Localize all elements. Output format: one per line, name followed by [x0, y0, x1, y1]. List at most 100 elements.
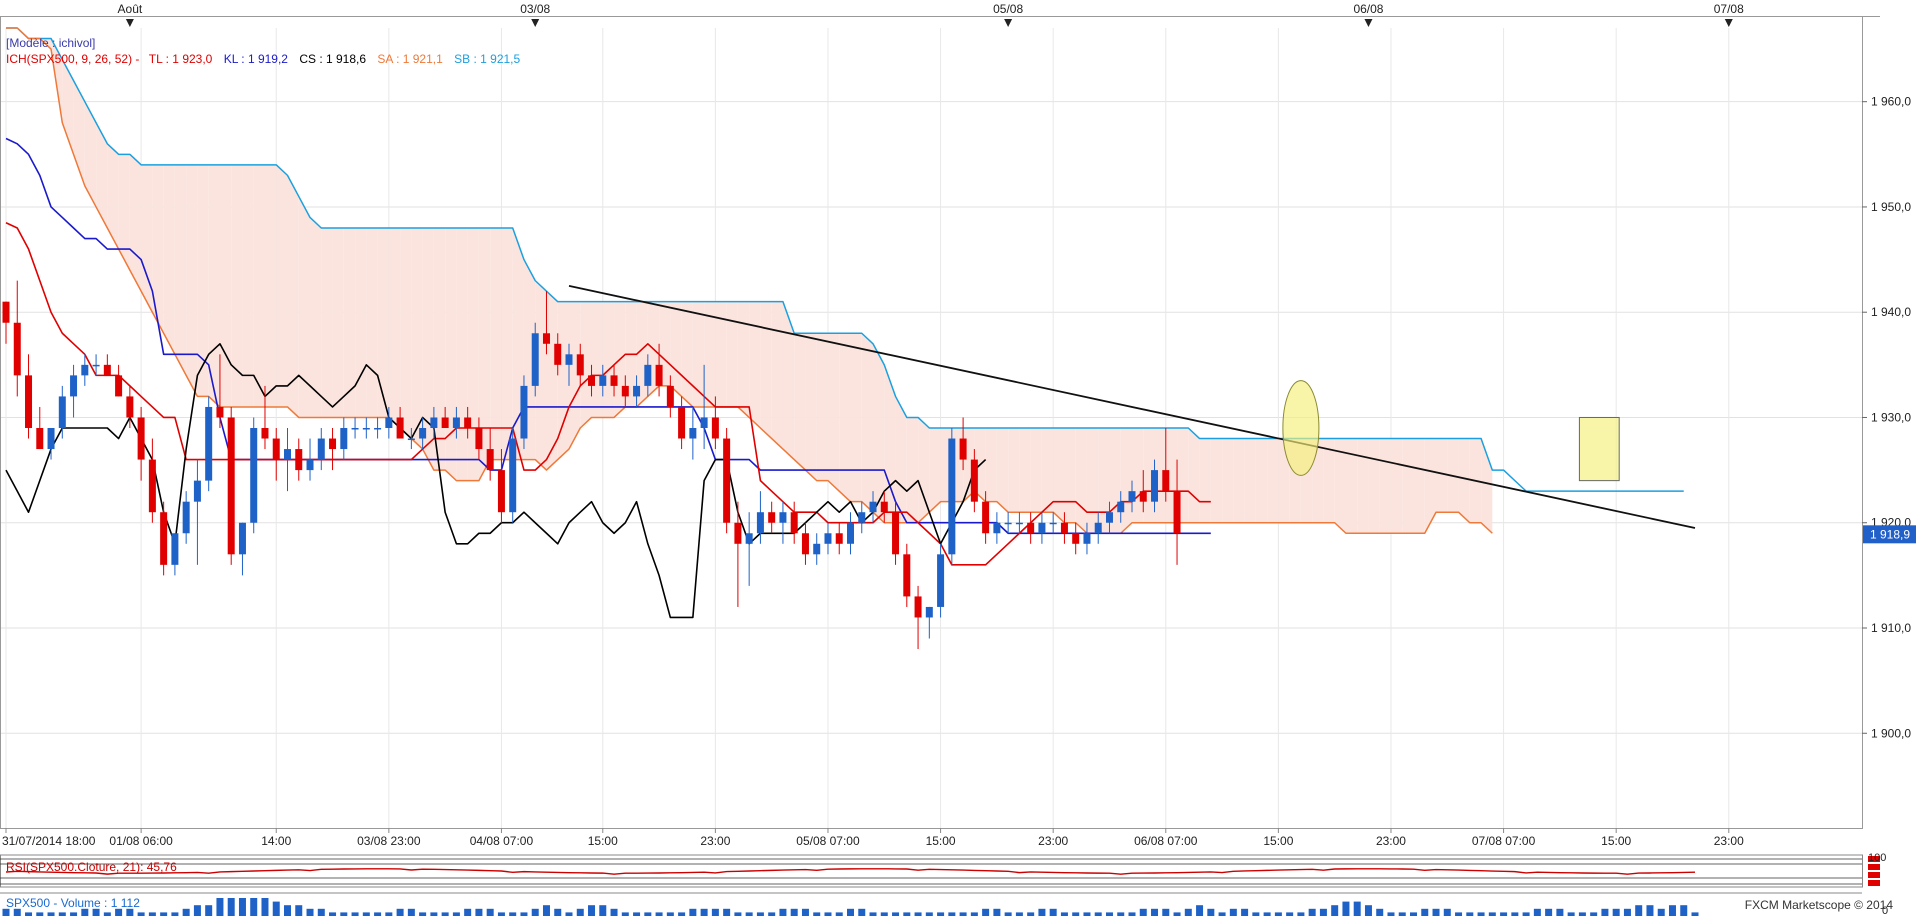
- cloud-segment: [749, 301, 761, 428]
- cloud-segment: [1436, 438, 1448, 513]
- cloud-segment: [377, 228, 389, 418]
- cloud-segment: [1222, 438, 1234, 523]
- top-axis-label: 07/08: [1714, 2, 1744, 16]
- volume-bar: [419, 912, 427, 916]
- volume-bar: [1635, 905, 1643, 916]
- volume-bar: [610, 908, 618, 916]
- cloud-segment: [996, 428, 1009, 513]
- volume-bar: [340, 912, 348, 916]
- candle-body: [903, 554, 911, 597]
- cloud-segment: [1345, 438, 1358, 534]
- cloud-segment: [433, 228, 446, 471]
- volume-bar: [160, 912, 168, 916]
- candle-body: [227, 417, 235, 555]
- volume-bar: [115, 908, 123, 916]
- volume-bar: [306, 908, 314, 916]
- candle-body: [272, 438, 280, 460]
- candle-body: [1060, 522, 1068, 534]
- candle-body: [1083, 533, 1091, 544]
- cloud-segment: [1075, 428, 1087, 534]
- volume-bar: [1072, 912, 1080, 916]
- candle-body: [509, 438, 517, 513]
- cloud-segment: [1402, 438, 1414, 534]
- volume-bar: [1207, 908, 1215, 916]
- cloud-segment: [918, 417, 930, 523]
- volume-bar: [948, 912, 956, 916]
- candle-body: [588, 375, 596, 386]
- volume-bar: [1274, 912, 1282, 916]
- candle-body: [261, 428, 269, 439]
- volume-bar: [497, 912, 505, 916]
- candle-body: [1117, 501, 1125, 513]
- model-label: [Modèle : ichivol]: [6, 36, 96, 50]
- x-tick-label: 15:00: [1263, 834, 1293, 848]
- volume-bar: [993, 908, 1001, 916]
- volume-bar: [700, 908, 708, 916]
- volume-bar: [452, 912, 460, 916]
- candle-body: [92, 364, 100, 367]
- volume-bar: [1319, 908, 1327, 916]
- cloud-segment: [1312, 438, 1324, 523]
- volume-bar: [835, 912, 843, 916]
- volume-bar: [1218, 912, 1226, 916]
- x-tick-label: 06/08 07:00: [1134, 834, 1198, 848]
- candle-body: [1128, 491, 1136, 502]
- cloud-segment: [253, 164, 265, 407]
- x-tick-label: 15:00: [588, 834, 618, 848]
- cloud-segment: [1120, 428, 1132, 534]
- candle-body: [835, 533, 843, 544]
- volume-bar: [1466, 912, 1474, 916]
- cloud-segment: [569, 301, 581, 450]
- candle-body: [250, 428, 258, 523]
- volume-bar: [1196, 905, 1204, 916]
- volume-bar: [779, 908, 787, 916]
- indicator-name: ICH(SPX500, 9, 26, 52) -: [6, 52, 140, 66]
- cloud-segment: [805, 333, 817, 481]
- candle-body: [351, 428, 359, 430]
- volume-bar: [801, 908, 809, 916]
- cloud-segment: [670, 301, 682, 397]
- volume-bar: [362, 912, 370, 916]
- volume-bar: [655, 912, 663, 916]
- cloud-segment: [681, 301, 693, 407]
- volume-bar: [678, 912, 686, 916]
- volume-bar: [1049, 908, 1057, 916]
- volume-bar: [824, 912, 832, 916]
- rsi-top-tick: 100: [1868, 852, 1886, 864]
- cloud-segment: [1379, 438, 1391, 534]
- cloud-segment: [873, 343, 885, 523]
- volume-bar: [588, 905, 596, 916]
- last-price-label: 1 918,9: [1870, 527, 1910, 541]
- candle-body: [441, 417, 449, 428]
- volume-bar: [565, 912, 573, 916]
- volume-bar: [982, 908, 990, 916]
- candle-body: [148, 459, 156, 513]
- volume-bar: [1162, 908, 1170, 916]
- cloud-segment: [355, 228, 367, 418]
- rsi-tick-marker: [1868, 880, 1880, 886]
- cloud-segment: [1053, 428, 1065, 523]
- legend-tl: TL : 1 923,0: [148, 52, 213, 66]
- volume-bar: [193, 905, 201, 916]
- candle-body: [115, 375, 123, 397]
- cloud-segment: [501, 228, 513, 460]
- cloud-segment: [1019, 428, 1031, 513]
- candle-body: [779, 512, 787, 523]
- candle-body: [801, 533, 809, 555]
- volume-bar: [1477, 912, 1485, 916]
- candle-body: [745, 533, 753, 544]
- volume-bar: [847, 908, 854, 916]
- volume-bar: [1398, 912, 1406, 916]
- volume-bar: [1229, 908, 1237, 916]
- volume-bar: [1353, 901, 1361, 916]
- top-axis-label: 05/08: [993, 2, 1023, 16]
- day-marker-triangle: [1724, 19, 1733, 27]
- volume-bar: [633, 912, 641, 916]
- volume-bar: [1578, 912, 1586, 916]
- candle-body: [847, 522, 854, 544]
- volume-bottom-tick: 0: [1882, 905, 1888, 916]
- x-tick-label: 23:00: [1714, 834, 1744, 848]
- cloud-segment: [62, 59, 74, 155]
- volume-bar: [711, 908, 719, 916]
